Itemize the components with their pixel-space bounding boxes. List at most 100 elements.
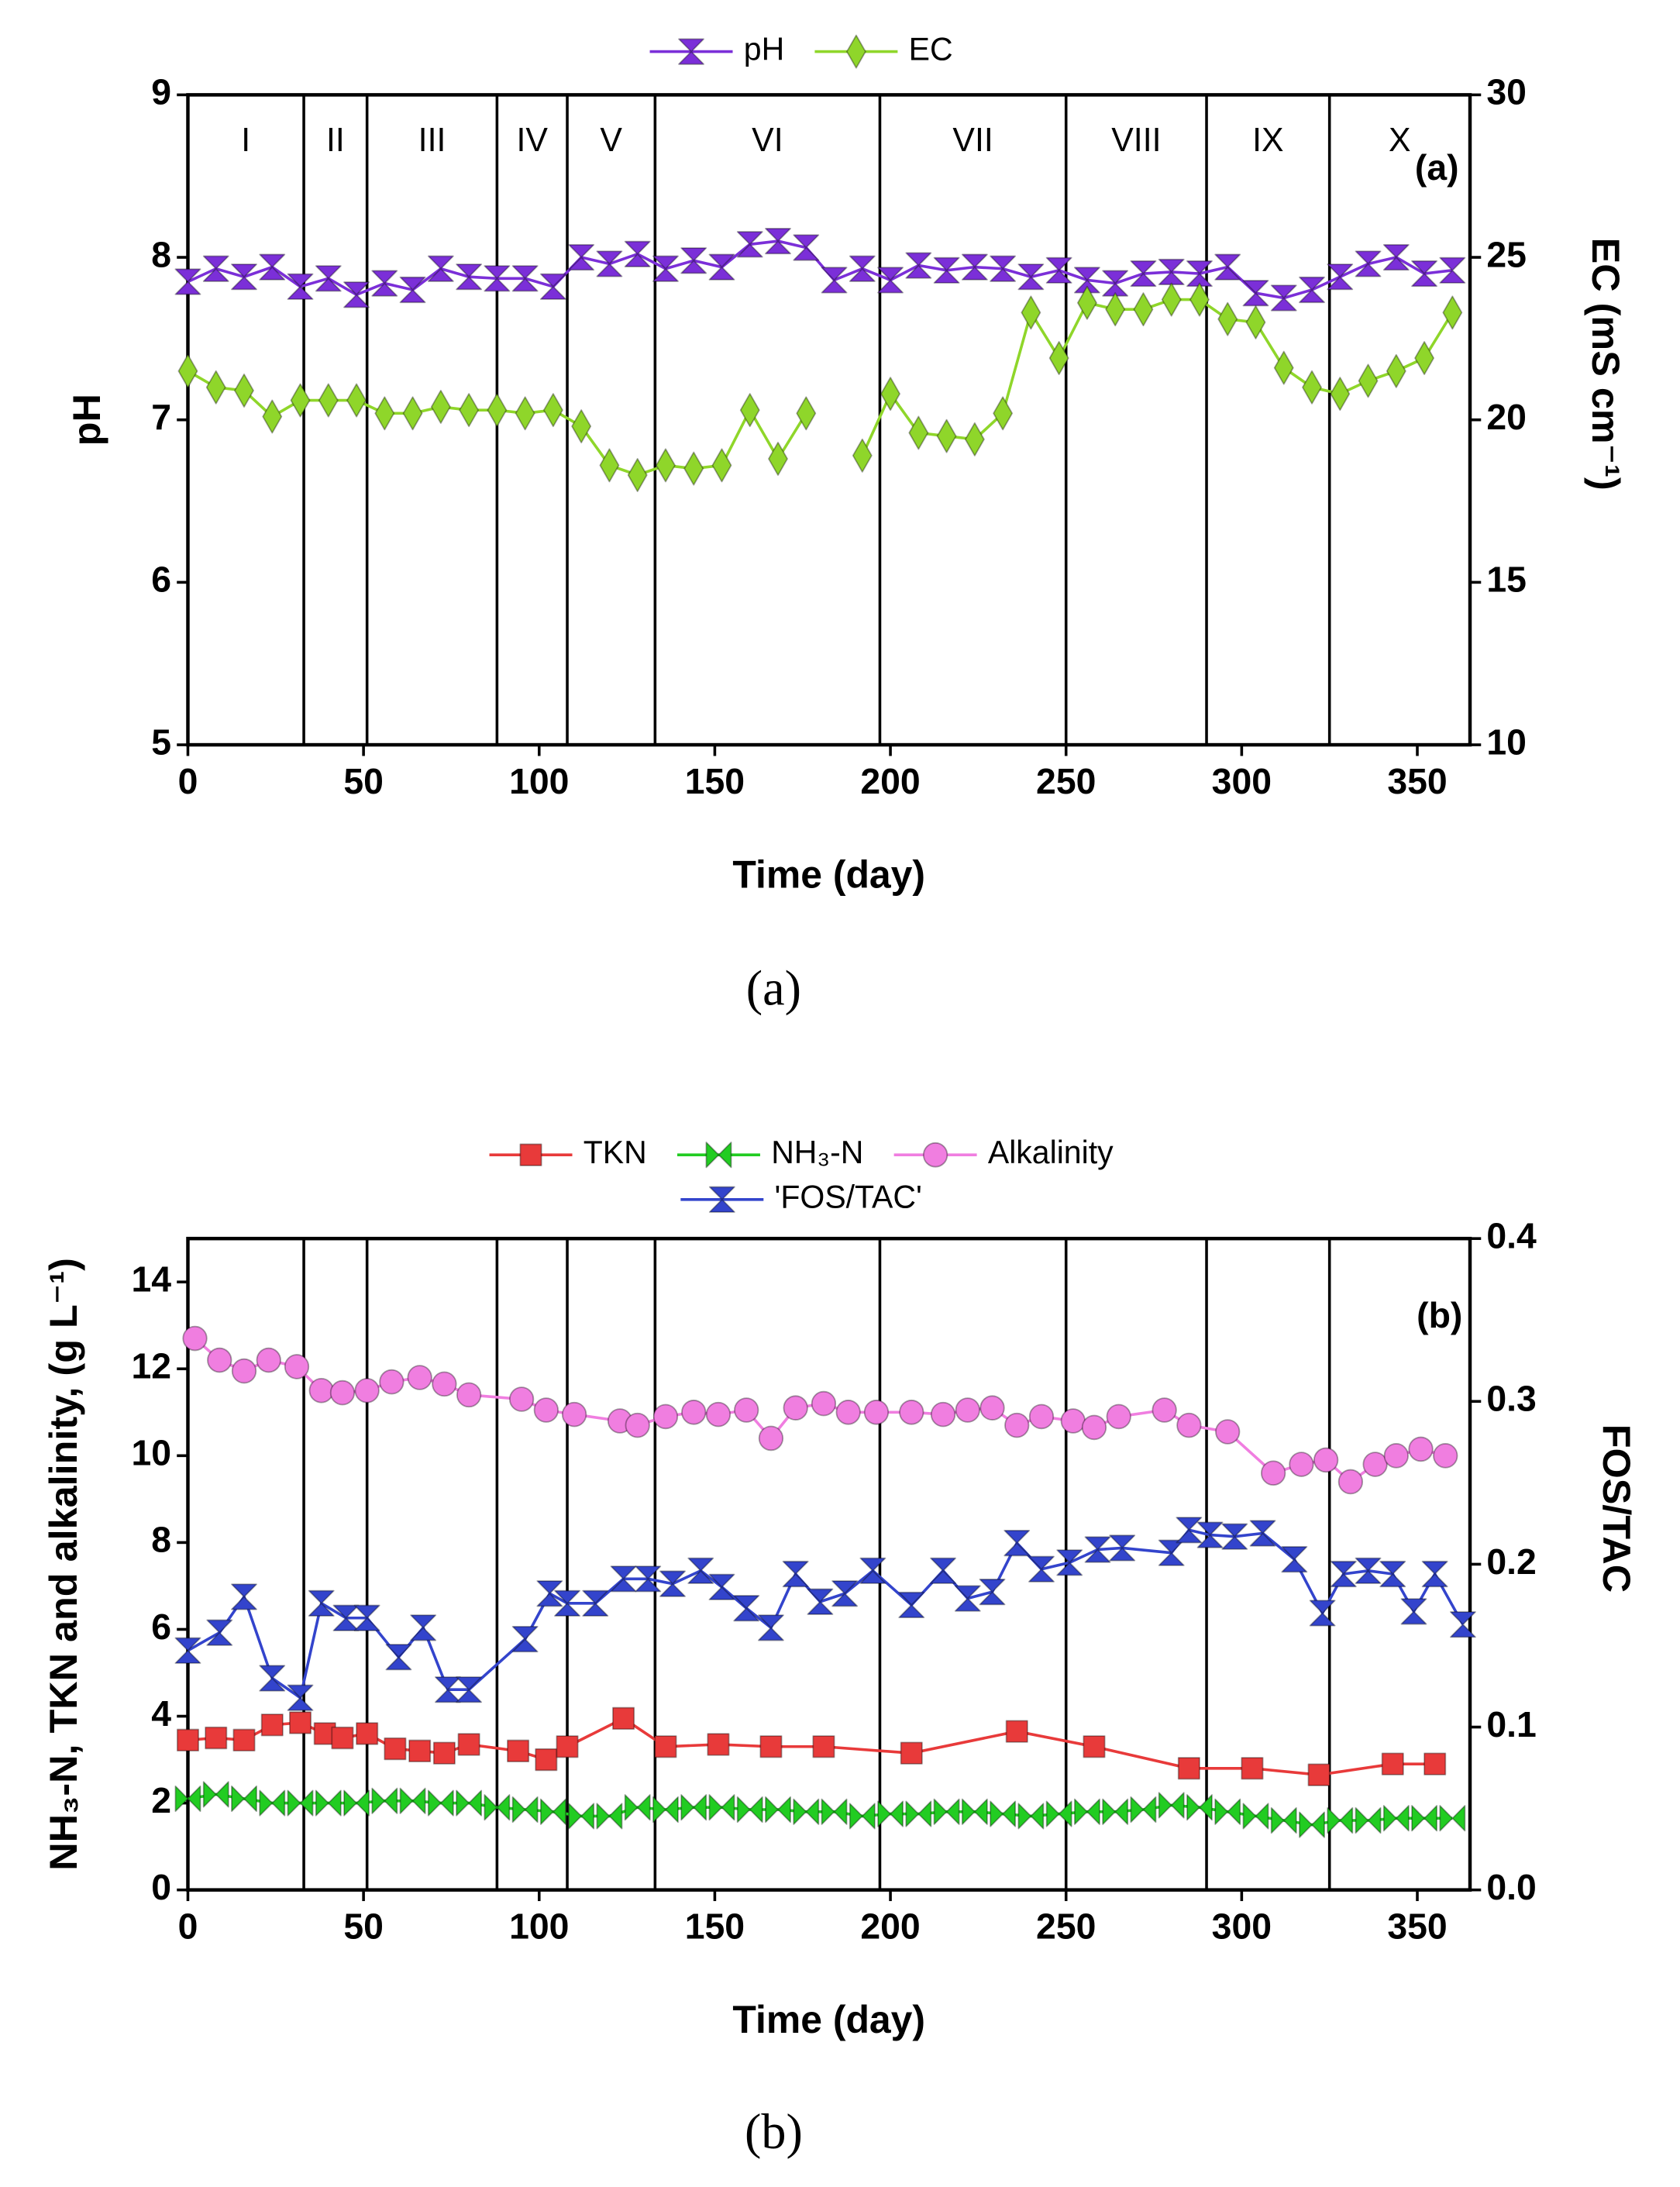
series-line [194, 1337, 1446, 1484]
marker [656, 448, 676, 483]
marker [288, 1711, 312, 1734]
marker [1241, 1757, 1264, 1780]
marker [1411, 260, 1438, 288]
marker [259, 1789, 286, 1817]
y-tick-label: 0 [151, 1867, 171, 1907]
x-tick-label: 200 [860, 1906, 920, 1946]
x-tick-label: 300 [1212, 761, 1272, 801]
y-tick-label: 6 [151, 560, 171, 600]
marker [287, 273, 314, 300]
marker [1309, 1600, 1336, 1627]
marker [659, 1570, 686, 1597]
marker [1261, 1460, 1286, 1486]
phase-label: I [241, 122, 250, 159]
x-tick-label: 0 [178, 761, 198, 801]
marker [1382, 243, 1410, 271]
legend-marker [519, 1143, 542, 1166]
marker [955, 1397, 980, 1423]
marker [259, 1665, 286, 1692]
marker [1017, 263, 1045, 291]
marker [1214, 253, 1241, 281]
marker [1327, 263, 1354, 291]
marker [231, 263, 257, 291]
marker [1299, 1811, 1325, 1838]
marker [1017, 1803, 1045, 1830]
marker [410, 1614, 437, 1641]
marker [1379, 1560, 1406, 1588]
marker [308, 1377, 334, 1403]
series-line [188, 1793, 1453, 1827]
y-tick-label: 8 [151, 234, 171, 274]
marker [1084, 1536, 1111, 1563]
legend-item: 'FOS/TAC' [680, 1180, 922, 1215]
marker [961, 1798, 988, 1825]
marker [1330, 1560, 1357, 1588]
marker [1161, 282, 1182, 317]
x-tick-label: 0 [178, 1906, 198, 1946]
marker [202, 255, 229, 282]
marker [484, 1794, 511, 1821]
marker [515, 396, 535, 431]
legend-label: TKN [584, 1135, 647, 1170]
marker [315, 265, 342, 292]
marker [256, 1347, 281, 1373]
marker [384, 1737, 407, 1761]
annotation: (b) [1417, 1295, 1462, 1335]
marker [318, 383, 339, 418]
marker [783, 1395, 808, 1421]
marker [596, 1803, 623, 1830]
marker [758, 1614, 784, 1641]
marker [708, 253, 735, 281]
marker [432, 1371, 457, 1397]
marker [930, 1557, 956, 1584]
marker [908, 415, 929, 450]
plot-marks [174, 227, 1476, 1838]
marker [385, 1644, 412, 1671]
annotation: (a) [1415, 147, 1459, 188]
marker [284, 1354, 310, 1379]
marker [202, 1781, 229, 1808]
marker [511, 265, 539, 292]
marker [1411, 1805, 1438, 1832]
marker [456, 263, 483, 291]
y2-tick-label: 15 [1486, 560, 1527, 600]
marker [1028, 1403, 1055, 1430]
marker [654, 1735, 677, 1758]
legend-item: Alkalinity [893, 1135, 1114, 1170]
marker [1102, 1798, 1129, 1825]
x-tick-label: 200 [860, 761, 920, 801]
marker [174, 1637, 201, 1664]
phase-label: III [418, 122, 446, 159]
y-axis-title: NH₃-N, TKN and alkalinity, (g L⁻¹) [42, 1258, 85, 1871]
marker [511, 1796, 539, 1824]
marker [329, 1379, 356, 1406]
marker [571, 409, 592, 444]
marker [821, 267, 848, 294]
marker [456, 1382, 482, 1408]
marker [343, 1789, 370, 1817]
marker [759, 1735, 783, 1758]
marker [259, 253, 286, 281]
marker [807, 1588, 834, 1615]
marker [407, 1365, 432, 1390]
marker [346, 383, 367, 418]
marker [821, 1798, 848, 1825]
marker [1130, 1796, 1157, 1824]
y-axis-title: pH [65, 394, 108, 446]
marker [1270, 284, 1297, 312]
y-tick-label: 14 [132, 1259, 172, 1299]
marker [1313, 1447, 1339, 1473]
marker [708, 1794, 735, 1821]
marker [596, 250, 623, 277]
marker [1355, 1806, 1382, 1834]
x-tick-label: 350 [1387, 1906, 1447, 1946]
marker [582, 1589, 609, 1617]
marker [1176, 1517, 1203, 1544]
marker [332, 1604, 360, 1631]
marker [1004, 1412, 1030, 1438]
marker [680, 247, 707, 274]
marker [765, 227, 791, 255]
marker [1083, 1735, 1106, 1758]
marker [899, 1400, 924, 1425]
marker [260, 1713, 284, 1737]
